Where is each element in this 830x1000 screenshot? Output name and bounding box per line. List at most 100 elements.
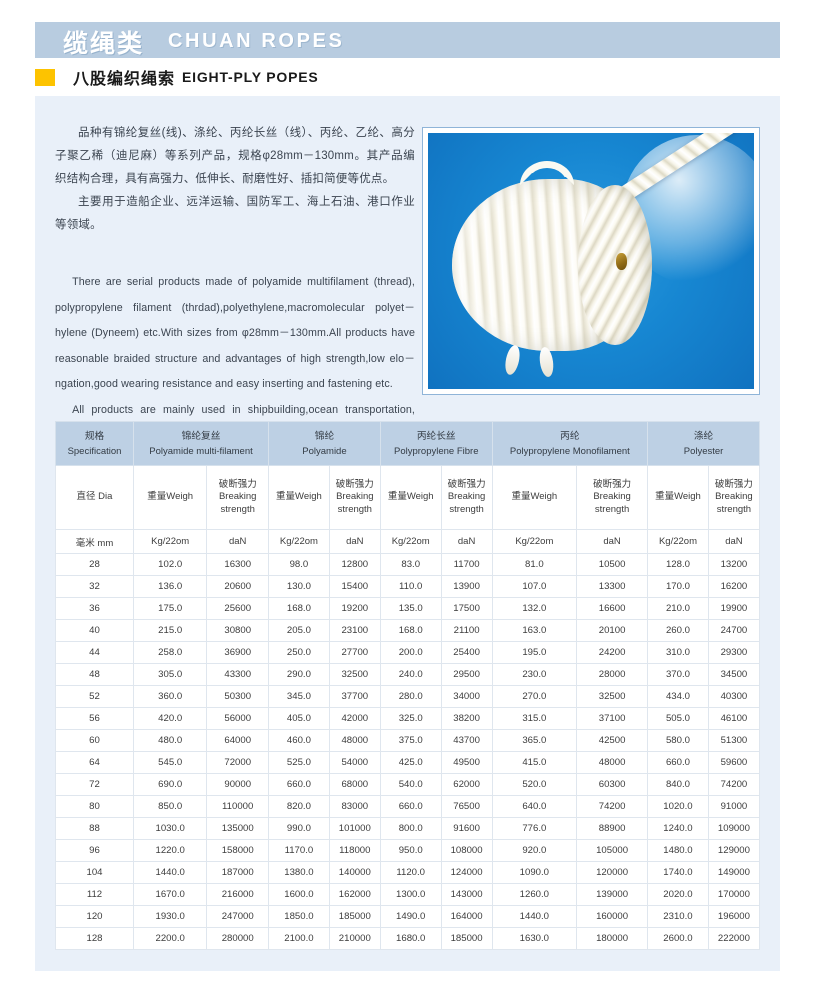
table-cell: 59600 (707, 751, 761, 774)
table-cell: 1380.0 (268, 861, 330, 884)
table-row: 48 305.0 43300 290.0 32500 240.0 29500 230.0 280… (55, 663, 761, 686)
table-cell: 520.0 (491, 773, 578, 796)
table-row: 44 258.0 36900 250.0 27700 200.0 25400 195.0 242… (55, 641, 761, 664)
table-cell: 83000 (328, 795, 381, 818)
table-cell: 129000 (707, 839, 761, 862)
table-cell: 1440.0 (491, 905, 578, 928)
cell-diameter: 64 (55, 751, 134, 774)
table-cell: 2100.0 (268, 927, 330, 950)
table-cell: 305.0 (132, 663, 208, 686)
table-cell: 27700 (328, 641, 381, 664)
page-title-cn: 缆绳类 (63, 30, 145, 58)
table-cell: 216000 (206, 883, 270, 906)
table-cell: 310.0 (647, 641, 709, 664)
table-cell: 660.0 (647, 751, 709, 774)
table-cell: 1850.0 (268, 905, 330, 928)
table-cell: 1030.0 (132, 817, 208, 840)
table-cell: 250.0 (268, 641, 330, 664)
description-column: 品种有锦纶复丝(线)、涤纶、丙纶长丝（线）、丙纶、乙纶、高分子聚乙稀（迪尼麻）等… (55, 122, 415, 449)
sub-header-cell: 重量Weigh (647, 465, 709, 530)
table-row: 36 175.0 25600 168.0 19200 135.0 17500 132.0 166… (55, 597, 761, 620)
table-cell: 108000 (440, 839, 493, 862)
table-cell: 46100 (707, 707, 761, 730)
group-header-en: Specification (67, 445, 122, 457)
table-cell: 24700 (707, 619, 761, 642)
group-header-cn: 锦纶 (314, 430, 335, 442)
table-cell: 840.0 (647, 773, 709, 796)
sub-header-cn: 破断强力 (593, 478, 632, 490)
table-cell: 128.0 (647, 553, 709, 576)
table-cell: 101000 (328, 817, 381, 840)
table-cell: 345.0 (268, 685, 330, 708)
table-cell: 17500 (440, 597, 493, 620)
table-cell: 290.0 (268, 663, 330, 686)
unit-cell: Kg/22om (268, 529, 330, 554)
group-header-polypropylene-monofilament: 丙纶 Polypropylene Monofilament (491, 421, 649, 466)
table-cell: 91000 (707, 795, 761, 818)
group-header-polypropylene-fibre: 丙纶长丝 Polypropylene Fibre (379, 421, 493, 466)
cell-diameter: 60 (55, 729, 134, 752)
table-cell: 163.0 (491, 619, 578, 642)
sub-header-cn: 破断强力 (714, 478, 753, 490)
table-cell: 205.0 (268, 619, 330, 642)
table-cell: 240.0 (379, 663, 442, 686)
table-cell: 1090.0 (491, 861, 578, 884)
table-cell: 16600 (576, 597, 649, 620)
table-cell: 525.0 (268, 751, 330, 774)
table-cell: 51300 (707, 729, 761, 752)
yellow-square-icon (35, 68, 55, 86)
table-cell: 15400 (328, 575, 381, 598)
cell-diameter: 112 (55, 883, 134, 906)
sub-header-cell: 重量Weigh (491, 465, 578, 530)
unit-cell: daN (440, 529, 493, 554)
table-cell: 135.0 (379, 597, 442, 620)
rope-loop (520, 161, 574, 185)
table-cell: 34000 (440, 685, 493, 708)
sub-header-en: Breaking strength (593, 491, 631, 515)
table-cell: 38200 (440, 707, 493, 730)
group-header-cn: 丙纶 (560, 430, 580, 442)
sub-header-cn: 重量Weigh (276, 491, 322, 503)
sub-header-cell: 破断强力 Breaking strength (440, 465, 493, 530)
table-group-header-row: 规格 Specification 锦纶复丝 Polyamide multi-fi… (55, 421, 760, 466)
sub-header-en: Breaking strength (447, 491, 486, 515)
table-cell: 800.0 (379, 817, 442, 840)
table-cell: 160000 (576, 905, 649, 928)
table-cell: 21100 (440, 619, 493, 642)
cell-diameter: 32 (55, 575, 134, 598)
table-cell: 1020.0 (647, 795, 709, 818)
table-cell: 42500 (576, 729, 649, 752)
table-cell: 1440.0 (132, 861, 208, 884)
content-panel: 品种有锦纶复丝(线)、涤纶、丙纶长丝（线）、丙纶、乙纶、高分子聚乙稀（迪尼麻）等… (35, 96, 780, 971)
sub-header-cn: 破断强力 (447, 478, 486, 490)
sub-header-cn: 重量Weigh (387, 491, 434, 503)
table-row: 60 480.0 64000 460.0 48000 375.0 43700 365.0 425… (55, 729, 761, 752)
table-cell: 72000 (206, 751, 270, 774)
table-row: 64 545.0 72000 525.0 54000 425.0 49500 415.0 480… (55, 751, 761, 774)
table-cell: 13200 (707, 553, 761, 576)
table-cell: 170000 (707, 883, 761, 906)
table-cell: 105000 (576, 839, 649, 862)
table-cell: 76500 (440, 795, 493, 818)
table-cell: 1930.0 (132, 905, 208, 928)
table-cell: 280.0 (379, 685, 442, 708)
table-cell: 185000 (440, 927, 493, 950)
table-cell: 62000 (440, 773, 493, 796)
table-cell: 370.0 (647, 663, 709, 686)
table-cell: 460.0 (268, 729, 330, 752)
table-cell: 480.0 (132, 729, 208, 752)
table-cell: 130.0 (268, 575, 330, 598)
product-photo (428, 133, 754, 389)
unit-cell: Kg/22om (132, 529, 208, 554)
cell-diameter: 28 (55, 553, 134, 576)
table-cell: 168.0 (268, 597, 330, 620)
table-cell: 43700 (440, 729, 493, 752)
table-cell: 19200 (328, 597, 381, 620)
table-cell: 88900 (576, 817, 649, 840)
table-cell: 135000 (206, 817, 270, 840)
sub-header-cell: 破断强力 Breaking strength (206, 465, 270, 530)
table-cell: 23100 (328, 619, 381, 642)
table-cell: 247000 (206, 905, 270, 928)
table-cell: 102.0 (132, 553, 208, 576)
table-cell: 49500 (440, 751, 493, 774)
